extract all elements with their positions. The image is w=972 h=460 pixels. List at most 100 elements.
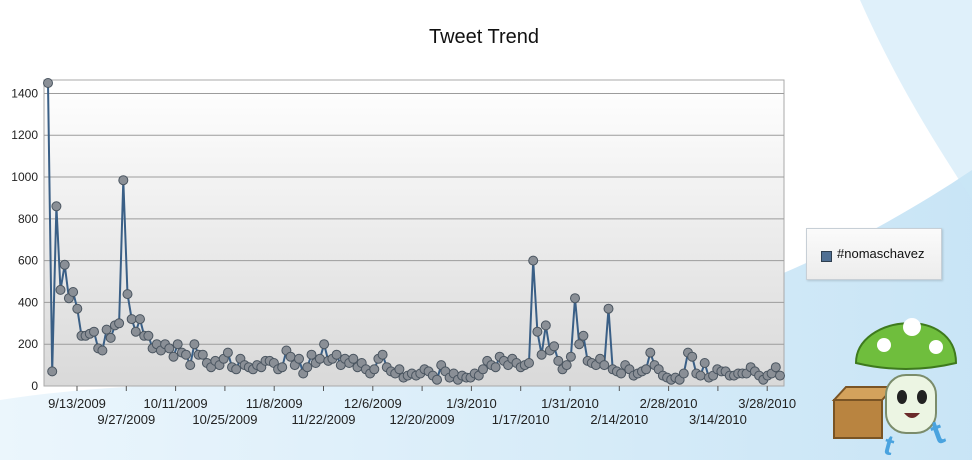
background-swoosh-right <box>860 0 972 200</box>
chart-title: Tweet Trend <box>428 26 540 48</box>
x-tick-label: 3/28/2010 <box>738 396 796 411</box>
data-point <box>532 326 543 337</box>
data-point <box>294 353 304 364</box>
x-axis-ticks: 9/13/2009 10/11/2009 11/8/2009 12/6/2009 1/3… <box>48 386 796 427</box>
y-tick-label: 200 <box>18 337 38 351</box>
data-point <box>89 326 99 337</box>
data-point <box>122 289 133 300</box>
data-point <box>561 360 572 371</box>
data-point <box>319 339 330 350</box>
data-point <box>277 362 288 373</box>
gridlines <box>44 92 784 345</box>
data-point <box>394 364 405 375</box>
data-point <box>524 358 534 368</box>
x-tick-label: 1/3/2010 <box>446 396 497 411</box>
data-point <box>553 355 564 366</box>
data-point <box>130 326 141 337</box>
x-tick-label: 3/14/2010 <box>689 412 747 427</box>
data-point <box>770 362 781 373</box>
data-point <box>302 362 313 373</box>
data-point <box>189 339 200 350</box>
x-tick-label: 2/14/2010 <box>590 412 648 427</box>
data-point <box>72 303 83 314</box>
data-point <box>105 332 116 343</box>
x-tick-label: 11/22/2009 <box>291 412 355 427</box>
data-point <box>101 324 112 335</box>
data-point <box>314 353 325 364</box>
y-tick-label: 1200 <box>11 128 38 142</box>
mascot-mushroom-icon: t t <box>831 318 958 455</box>
svg-text:t: t <box>926 413 950 453</box>
data-point <box>528 255 539 266</box>
data-point <box>695 370 706 381</box>
x-tick-label: 11/8/2009 <box>246 396 303 411</box>
data-point <box>536 349 547 360</box>
x-tick-label: 10/25/2009 <box>192 412 257 427</box>
data-point <box>51 201 62 212</box>
data-point <box>432 374 442 385</box>
y-tick-label: 1400 <box>11 86 38 100</box>
data-point <box>143 330 154 341</box>
y-tick-label: 1000 <box>11 170 38 184</box>
data-point <box>549 341 560 352</box>
data-point <box>185 360 196 371</box>
y-tick-label: 400 <box>18 295 38 309</box>
y-tick-label: 0 <box>31 379 38 393</box>
data-point <box>348 353 359 364</box>
data-point <box>306 349 317 360</box>
plot-background <box>43 79 785 387</box>
data-point <box>775 370 785 381</box>
data-point <box>47 366 58 377</box>
data-point <box>616 368 627 379</box>
data-point <box>126 314 137 325</box>
x-tick-label: 1/31/2010 <box>541 396 599 411</box>
legend-label: #nomaschavez <box>837 246 925 261</box>
y-tick-label: 600 <box>18 254 38 268</box>
data-point <box>59 259 70 270</box>
x-tick-label: 2/28/2010 <box>640 396 698 411</box>
x-tick-label: 9/27/2009 <box>97 412 155 427</box>
data-point <box>97 345 108 356</box>
data-point <box>285 351 296 362</box>
data-point <box>699 358 710 368</box>
data-point <box>687 351 698 362</box>
data-point <box>574 339 585 350</box>
x-tick-label: 12/20/2009 <box>390 412 455 427</box>
data-point <box>43 78 53 88</box>
x-tick-label: 1/17/2010 <box>492 412 550 427</box>
data-point <box>678 368 689 379</box>
data-point <box>490 362 501 373</box>
data-point <box>578 330 589 341</box>
data-point <box>603 303 614 314</box>
data-point <box>478 364 488 375</box>
x-tick-label: 9/13/2009 <box>48 396 106 411</box>
data-point <box>135 314 145 325</box>
data-point <box>641 364 652 375</box>
data-point <box>231 364 242 375</box>
data-point <box>172 339 183 350</box>
svg-text:t: t <box>880 429 897 455</box>
data-point <box>540 320 551 331</box>
series-markers <box>43 78 785 385</box>
y-axis-ticks: 0 200 400 600 800 1000 1200 1400 <box>11 86 38 393</box>
data-point <box>377 349 388 360</box>
data-point <box>599 360 610 371</box>
y-tick-label: 800 <box>18 212 38 226</box>
data-point <box>164 343 175 354</box>
data-point <box>331 349 342 360</box>
data-point <box>114 318 125 329</box>
data-point <box>570 293 580 304</box>
x-tick-label: 12/6/2009 <box>344 396 402 411</box>
data-point <box>55 284 66 295</box>
data-point <box>197 349 208 360</box>
legend-swatch <box>821 251 832 262</box>
data-point <box>118 175 129 186</box>
background-swoosh <box>0 170 972 460</box>
data-point <box>68 287 79 297</box>
data-point <box>565 351 576 362</box>
legend: #nomaschavez <box>806 228 942 280</box>
data-point <box>222 347 233 358</box>
data-point <box>369 364 380 375</box>
